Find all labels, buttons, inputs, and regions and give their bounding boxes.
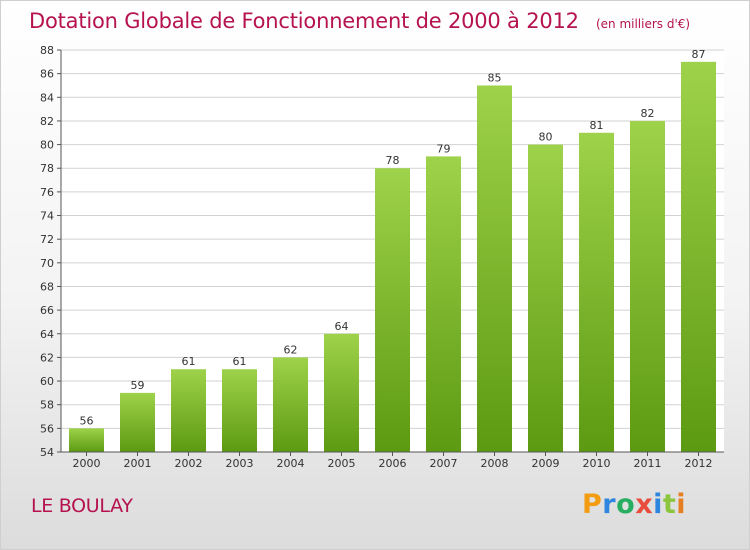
y-tick-label: 84 <box>40 91 54 104</box>
bar-2002 <box>171 369 206 452</box>
bars: 56 59 61 61 62 64 78 79 85 80 81 82 87 <box>69 48 716 453</box>
bar-2006 <box>375 168 410 452</box>
bar-2008 <box>477 85 512 453</box>
value-label-2010: 81 <box>590 119 604 132</box>
y-tick-label: 80 <box>40 139 54 152</box>
bar-2000 <box>69 428 104 452</box>
value-label-2001: 59 <box>131 379 145 392</box>
x-tick-label-2012: 2012 <box>685 457 713 470</box>
axes: 54 56 58 60 62 64 66 68 70 72 74 76 78 80 82 84 86 88 2000… <box>40 44 724 470</box>
y-tick-label: 56 <box>40 422 54 435</box>
y-tick-label: 76 <box>40 186 54 199</box>
value-label-2003: 61 <box>233 355 247 368</box>
proxiti-logo[interactable]: Proxiti <box>582 489 686 520</box>
bar-2005 <box>324 333 359 452</box>
value-label-2006: 78 <box>386 154 400 167</box>
y-tick-label: 72 <box>40 233 54 246</box>
y-tick-label: 68 <box>40 280 54 293</box>
title-row: Dotation Globale de Fonctionnement de 20… <box>29 9 690 33</box>
bar-2007 <box>426 156 461 453</box>
y-tick-label: 58 <box>40 399 54 412</box>
value-label-2004: 62 <box>284 343 298 356</box>
bar-2011 <box>630 120 665 453</box>
y-tick-label: 60 <box>40 375 54 388</box>
bar-2001 <box>120 392 155 452</box>
y-tick-label: 86 <box>40 68 54 81</box>
y-tick-label: 78 <box>40 162 54 175</box>
bar-2012 <box>681 61 716 453</box>
bar-2009 <box>528 144 563 452</box>
y-tick-label: 66 <box>40 304 54 317</box>
x-tick-label-2010: 2010 <box>583 457 611 470</box>
value-label-2000: 56 <box>80 414 94 427</box>
logo-letter: i <box>676 489 687 520</box>
y-tick-label: 88 <box>40 44 54 57</box>
y-tick-label: 82 <box>40 115 54 128</box>
logo-letter: P <box>582 489 603 520</box>
x-tick-label-2003: 2003 <box>226 457 254 470</box>
x-tick-label-2005: 2005 <box>328 457 356 470</box>
bar-2010 <box>579 132 614 452</box>
x-tick-label-2000: 2000 <box>73 457 101 470</box>
logo-letter: o <box>616 489 636 520</box>
value-label-2005: 64 <box>335 320 349 333</box>
chart-subtitle: (en milliers d'€) <box>595 17 691 31</box>
value-label-2011: 82 <box>641 107 655 120</box>
bar-2003 <box>222 369 257 452</box>
y-tick-label: 64 <box>40 328 54 341</box>
x-tick-label-2008: 2008 <box>481 457 509 470</box>
y-tick-label: 70 <box>40 257 54 270</box>
x-tick-label-2006: 2006 <box>379 457 407 470</box>
logo-letter: t <box>662 489 677 520</box>
x-tick-label-2001: 2001 <box>124 457 152 470</box>
bar-2004 <box>273 357 308 452</box>
x-tick-label-2002: 2002 <box>175 457 203 470</box>
y-tick-label: 62 <box>40 351 54 364</box>
y-tick-label: 74 <box>40 210 54 223</box>
logo-letter: r <box>602 489 617 520</box>
chart-title: Dotation Globale de Fonctionnement de 20… <box>29 9 579 33</box>
x-tick-label-2011: 2011 <box>634 457 662 470</box>
commune-name: LE BOULAY <box>31 495 133 517</box>
value-label-2009: 80 <box>539 131 553 144</box>
logo-letter: x <box>635 489 654 520</box>
value-label-2012: 87 <box>692 48 706 61</box>
y-tick-label: 54 <box>40 446 54 459</box>
value-label-2002: 61 <box>182 355 196 368</box>
logo-letter: i <box>653 489 663 520</box>
x-tick-label-2007: 2007 <box>430 457 458 470</box>
value-label-2008: 85 <box>488 71 502 84</box>
value-label-2007: 79 <box>437 142 451 155</box>
x-tick-label-2009: 2009 <box>532 457 560 470</box>
x-tick-label-2004: 2004 <box>277 457 305 470</box>
